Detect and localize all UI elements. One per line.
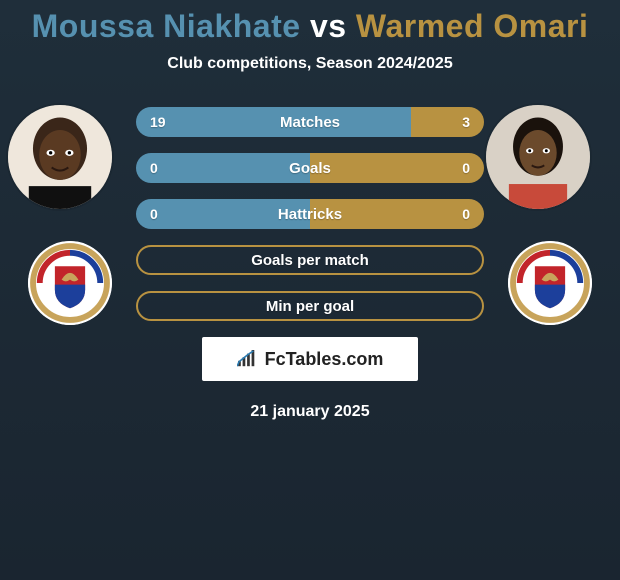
branding-text: FcTables.com: [265, 349, 384, 370]
date: 21 january 2025: [0, 403, 620, 421]
title: Moussa Niakhate vs Warmed Omari: [0, 8, 620, 45]
stat-bars: 193Matches00Goals00HattricksGoals per ma…: [136, 97, 484, 321]
stat-row: Min per goal: [136, 291, 484, 321]
stat-bar-right: [411, 107, 484, 137]
stat-value-left: 19: [150, 107, 166, 137]
vs-text: vs: [310, 8, 347, 44]
stat-value-right: 0: [462, 199, 470, 229]
player2-name: Warmed Omari: [356, 8, 588, 44]
stat-label: Goals per match: [138, 247, 482, 273]
player1-name: Moussa Niakhate: [32, 8, 301, 44]
stat-bar-left: [136, 199, 310, 229]
content-area: 193Matches00Goals00HattricksGoals per ma…: [0, 97, 620, 421]
stat-row: 00Goals: [136, 153, 484, 183]
stat-value-left: 0: [150, 199, 158, 229]
stat-row: 193Matches: [136, 107, 484, 137]
stat-row: 00Hattricks: [136, 199, 484, 229]
stat-label: Min per goal: [138, 293, 482, 319]
stat-bar-left: [136, 107, 411, 137]
chart-icon: [237, 350, 259, 368]
stat-bar-right: [310, 153, 484, 183]
subtitle: Club competitions, Season 2024/2025: [0, 55, 620, 73]
player2-avatar: [486, 105, 590, 209]
player2-club-badge: [508, 241, 592, 325]
stat-value-left: 0: [150, 153, 158, 183]
player1-club-badge: [28, 241, 112, 325]
stat-bar-left: [136, 153, 310, 183]
stat-value-right: 3: [462, 107, 470, 137]
comparison-card: Moussa Niakhate vs Warmed Omari Club com…: [0, 0, 620, 421]
stat-value-right: 0: [462, 153, 470, 183]
stat-bar-right: [310, 199, 484, 229]
stat-row: Goals per match: [136, 245, 484, 275]
player1-avatar: [8, 105, 112, 209]
branding-box: FcTables.com: [202, 337, 418, 381]
